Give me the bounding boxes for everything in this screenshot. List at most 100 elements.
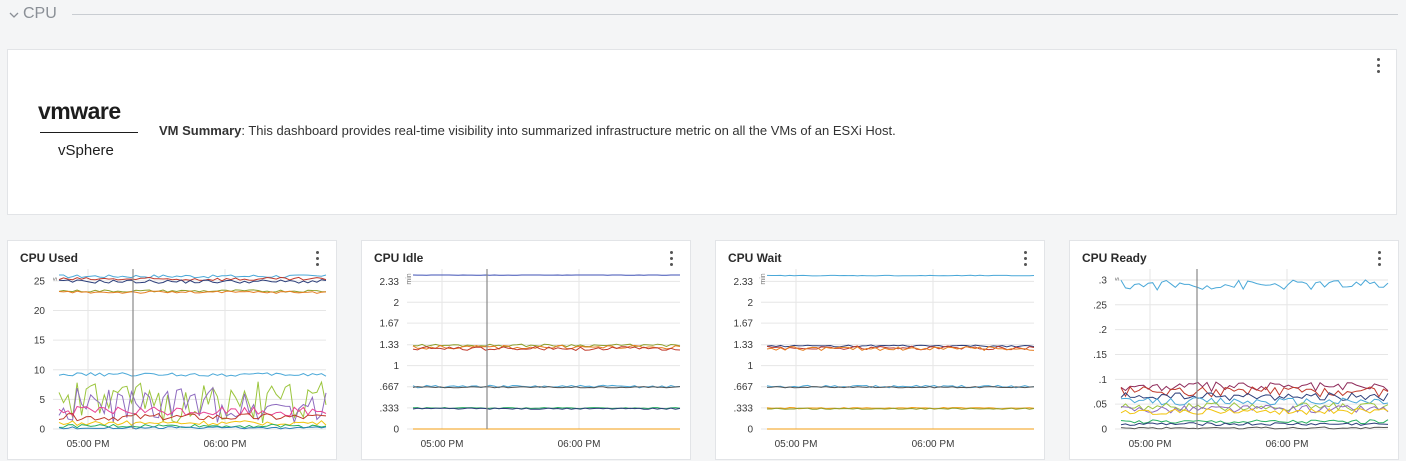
y-tick-label: 1 <box>393 361 399 372</box>
chevron-down-icon[interactable] <box>8 9 20 21</box>
y-tick-label: 10 <box>34 365 46 376</box>
x-tick-label: 06:00 PM <box>1266 439 1309 450</box>
section-header[interactable]: CPU <box>0 0 1406 30</box>
series-line <box>766 274 1035 277</box>
y-tick-label: .333 <box>734 403 754 414</box>
kebab-menu-icon[interactable] <box>310 251 324 269</box>
series-line <box>58 276 327 282</box>
series-line <box>58 412 327 422</box>
panel-title: CPU Ready <box>1082 251 1147 265</box>
y-tick-label: 5 <box>39 395 45 406</box>
panel-cpu-ready: CPU Ready .3 .25 .2 .15 .1 .05 0 05:00 PM 06:00 … <box>1069 240 1399 460</box>
y-tick-label: 0 <box>1101 425 1107 436</box>
section-divider <box>72 14 1398 15</box>
series-line <box>1120 279 1389 291</box>
y-tick-label: 2.33 <box>734 277 754 288</box>
series-line <box>1120 426 1389 430</box>
series-line <box>1120 381 1389 393</box>
y-tick-label: 1.67 <box>734 319 754 330</box>
y-tick-label: 2 <box>747 298 753 309</box>
kebab-menu-icon[interactable] <box>1018 251 1032 269</box>
chart-cpu-wait[interactable]: 2.33 2 1.67 1.33 1 .667 .333 0 05:00 PM 06:00 PM m… <box>716 241 1046 461</box>
y-tick-label: 20 <box>34 306 46 317</box>
y-tick-label: .667 <box>734 382 754 393</box>
y-tick-label: 15 <box>34 336 46 347</box>
series-line <box>58 405 327 417</box>
chart-cpu-idle[interactable]: 2.33 2 1.67 1.33 1 .667 .333 0 05:00 PM 06:00 PM m… <box>362 241 692 461</box>
y-tick-label: 0 <box>747 425 753 436</box>
series-line <box>412 384 681 389</box>
series-line <box>1120 392 1389 402</box>
x-tick-label: 05:00 PM <box>1129 439 1172 450</box>
series-line <box>412 346 681 351</box>
y-unit-label: min <box>406 273 413 284</box>
kebab-menu-icon[interactable] <box>664 251 678 269</box>
series-line <box>766 346 1035 352</box>
y-tick-label: 0 <box>39 425 45 436</box>
series-line <box>412 406 681 410</box>
x-tick-label: 05:00 PM <box>67 439 110 450</box>
y-tick-label: .05 <box>1093 400 1107 411</box>
y-unit-label: s <box>1114 277 1121 281</box>
panel-title: CPU Wait <box>728 251 782 265</box>
panel-cpu-idle: CPU Idle 2.33 2 1.67 1.33 1 .667 .333 0 05:00 PM… <box>361 240 691 460</box>
y-tick-label: .15 <box>1093 350 1107 361</box>
vmware-vsphere-logo: vmware vSphere <box>38 98 142 168</box>
x-tick-label: 06:00 PM <box>204 439 247 450</box>
panel-title: CPU Idle <box>374 251 424 265</box>
chart-cpu-ready[interactable]: .3 .25 .2 .15 .1 .05 0 05:00 PM 06:00 PM s <box>1070 241 1400 461</box>
series-line <box>58 372 327 377</box>
summary-panel: vmware vSphere VM Summary: This dashboar… <box>7 49 1397 215</box>
series-line <box>1120 402 1389 412</box>
y-tick-label: .667 <box>380 382 400 393</box>
y-tick-label: .3 <box>1099 275 1108 286</box>
series-line <box>58 290 327 294</box>
kebab-menu-icon[interactable] <box>1371 58 1385 76</box>
y-tick-label: .1 <box>1099 375 1108 386</box>
panel-title: CPU Used <box>20 251 79 265</box>
logo-product: vSphere <box>58 142 114 159</box>
x-tick-label: 05:00 PM <box>421 439 464 450</box>
series-line <box>767 407 1035 410</box>
series-line <box>1120 404 1389 414</box>
dashboard-description: VM Summary: This dashboard provides real… <box>159 123 896 138</box>
panel-cpu-used: CPU Used 25 20 15 10 5 0 05:00 PM 06:00 PM s <box>7 240 337 460</box>
series-line <box>412 407 681 410</box>
y-tick-label: 1.33 <box>380 340 400 351</box>
y-tick-label: 1.33 <box>734 340 754 351</box>
kebab-menu-icon[interactable] <box>1372 251 1386 269</box>
description-title: VM Summary <box>159 123 242 138</box>
series-line <box>412 343 681 348</box>
series-line <box>766 386 1035 389</box>
y-tick-label: 1 <box>747 361 753 372</box>
x-tick-label: 06:00 PM <box>558 439 601 450</box>
y-tick-label: 25 <box>34 276 46 287</box>
x-tick-label: 05:00 PM <box>775 439 818 450</box>
series-line <box>1120 407 1389 416</box>
y-unit-label: s <box>52 277 59 281</box>
description-text: : This dashboard provides real-time visi… <box>241 123 896 138</box>
y-unit-label: min <box>760 273 767 284</box>
y-tick-label: 0 <box>393 425 399 436</box>
logo-wordmark: vmware <box>38 98 121 124</box>
series-line <box>766 344 1035 348</box>
series-line <box>58 289 327 293</box>
series-line <box>58 386 327 425</box>
section-title: CPU <box>23 5 57 22</box>
series-line <box>766 406 1035 410</box>
series-line <box>58 279 327 284</box>
series-line <box>412 344 681 350</box>
series-line <box>412 386 681 389</box>
y-tick-label: .25 <box>1093 300 1107 311</box>
series-line <box>58 426 327 430</box>
logo-divider <box>40 132 138 133</box>
y-tick-label: 1.67 <box>380 319 400 330</box>
series-line <box>58 420 327 427</box>
y-tick-label: 2 <box>393 298 399 309</box>
y-tick-label: .333 <box>380 403 400 414</box>
series-line <box>1120 422 1389 427</box>
series-line <box>58 423 327 429</box>
chart-cpu-used[interactable]: 25 20 15 10 5 0 05:00 PM 06:00 PM s <box>8 241 338 461</box>
y-tick-label: 2.33 <box>380 277 400 288</box>
panel-cpu-wait: CPU Wait 2.33 2 1.67 1.33 1 .667 .333 0 05:00 PM… <box>715 240 1045 460</box>
